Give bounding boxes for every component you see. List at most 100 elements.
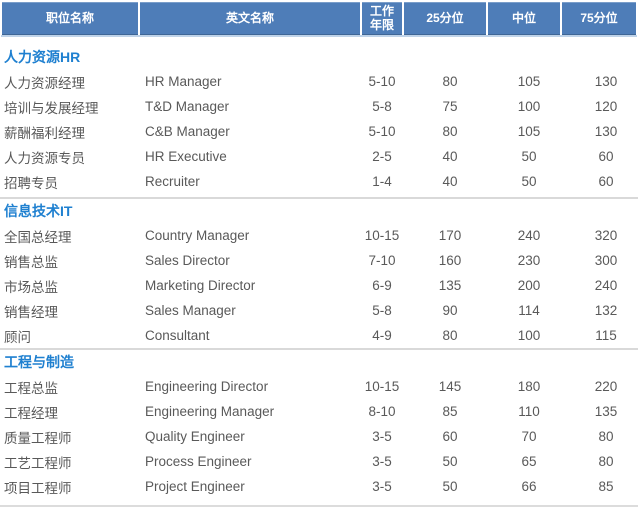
- cell-position: 销售经理: [4, 304, 58, 320]
- cell-p75: 240: [594, 278, 618, 293]
- cell-p25: 40: [442, 149, 458, 164]
- header-position-name: 职位名称: [2, 2, 138, 35]
- cell-years: 10-15: [364, 228, 400, 243]
- cell-english: Marketing Director: [145, 278, 256, 293]
- cell-english: C&B Manager: [145, 124, 230, 139]
- cell-p50: 66: [521, 479, 537, 494]
- table-row: 招聘专员 Recruiter 1-4 40 50 60: [0, 169, 638, 194]
- cell-p50: 110: [518, 404, 540, 419]
- table-row: 销售经理 Sales Manager 5-8 90 114 132: [0, 298, 638, 323]
- cell-years: 5-8: [372, 99, 392, 114]
- table-row: 工程经理 Engineering Manager 8-10 85 110 135: [0, 399, 638, 424]
- cell-p25: 50: [442, 479, 458, 494]
- cell-p25: 160: [438, 253, 462, 268]
- table-row: 人力资源经理 HR Manager 5-10 80 105 130: [0, 69, 638, 94]
- cell-english: Country Manager: [145, 228, 250, 243]
- cell-p50: 50: [521, 149, 537, 164]
- cell-p75: 220: [594, 379, 618, 394]
- cell-p75: 130: [594, 74, 618, 89]
- table-section: 信息技术IT 全国总经理 Country Manager 10-15 170 240 320…: [0, 197, 638, 348]
- cell-p75: 120: [594, 99, 618, 114]
- cell-english: Project Engineer: [145, 479, 245, 494]
- table-row: 顾问 Consultant 4-9 80 100 115: [0, 323, 638, 348]
- cell-position: 质量工程师: [4, 430, 72, 446]
- table-row: 全国总经理 Country Manager 10-15 170 240 320: [0, 223, 638, 248]
- cell-p75: 80: [598, 429, 614, 444]
- cell-position: 市场总监: [4, 279, 58, 295]
- cell-p25: 60: [442, 429, 458, 444]
- header-work-years: 工作年限: [362, 2, 402, 35]
- cell-p75: 320: [594, 228, 618, 243]
- cell-p75: 132: [594, 303, 618, 318]
- cell-english: Process Engineer: [145, 454, 252, 469]
- header-25th-percentile: 25分位: [404, 2, 486, 35]
- cell-english: Sales Manager: [145, 303, 236, 318]
- table-row: 人力资源专员 HR Executive 2-5 40 50 60: [0, 144, 638, 169]
- cell-position: 全国总经理: [4, 229, 72, 245]
- cell-p25: 90: [442, 303, 458, 318]
- cell-p75: 300: [594, 253, 618, 268]
- cell-position: 工程经理: [4, 405, 58, 421]
- header-75th-percentile: 75分位: [562, 2, 636, 35]
- table-row: 市场总监 Marketing Director 6-9 135 200 240: [0, 273, 638, 298]
- cell-p75: 60: [598, 174, 614, 189]
- cell-p50: 70: [521, 429, 537, 444]
- table-row: 销售总监 Sales Director 7-10 160 230 300: [0, 248, 638, 273]
- cell-p50: 114: [518, 303, 540, 318]
- cell-years: 4-9: [372, 328, 392, 343]
- table-row: 工程总监 Engineering Director 10-15 145 180 220: [0, 374, 638, 399]
- cell-english: HR Executive: [145, 149, 227, 164]
- cell-years: 3-5: [372, 429, 392, 444]
- cell-position: 人力资源专员: [4, 150, 85, 166]
- cell-p25: 85: [442, 404, 458, 419]
- header-median: 中位: [488, 2, 560, 35]
- table-body: 人力资源HR 人力资源经理 HR Manager 5-10 80 105 130 培训与发展经…: [0, 45, 640, 499]
- cell-english: Sales Director: [145, 253, 230, 268]
- cell-years: 3-5: [372, 479, 392, 494]
- table-section: 工程与制造 工程总监 Engineering Director 10-15 145 180…: [0, 348, 638, 499]
- cell-p50: 50: [521, 174, 537, 189]
- cell-p50: 105: [517, 74, 541, 89]
- cell-years: 10-15: [364, 379, 400, 394]
- cell-p75: 60: [598, 149, 614, 164]
- cell-position: 工艺工程师: [4, 455, 72, 471]
- cell-p25: 75: [442, 99, 458, 114]
- section-title: 人力资源HR: [4, 49, 81, 65]
- section-title: 工程与制造: [4, 354, 74, 370]
- cell-english: Quality Engineer: [145, 429, 245, 444]
- cell-years: 6-9: [372, 278, 392, 293]
- cell-position: 薪酬福利经理: [4, 125, 85, 141]
- table-row: 工艺工程师 Process Engineer 3-5 50 65 80: [0, 449, 638, 474]
- cell-p25: 40: [442, 174, 458, 189]
- section-title: 信息技术IT: [4, 203, 73, 219]
- cell-p50: 240: [517, 228, 541, 243]
- bottom-divider: [0, 505, 638, 507]
- cell-p75: 135: [594, 404, 618, 419]
- cell-years: 7-10: [368, 253, 396, 268]
- cell-position: 项目工程师: [4, 480, 72, 496]
- header-english-name: 英文名称: [140, 2, 360, 35]
- cell-years: 1-4: [372, 174, 392, 189]
- cell-p25: 145: [438, 379, 462, 394]
- cell-p50: 100: [517, 328, 541, 343]
- cell-years: 5-10: [368, 124, 396, 139]
- table-row: 项目工程师 Project Engineer 3-5 50 66 85: [0, 474, 638, 499]
- cell-position: 顾问: [4, 329, 31, 345]
- cell-p75: 115: [595, 328, 617, 343]
- cell-p50: 230: [517, 253, 541, 268]
- cell-p50: 100: [517, 99, 541, 114]
- table-section: 人力资源HR 人力资源经理 HR Manager 5-10 80 105 130 培训与发展经…: [0, 45, 638, 197]
- cell-p50: 105: [517, 124, 541, 139]
- cell-english: Engineering Manager: [145, 404, 275, 419]
- cell-english: HR Manager: [145, 74, 222, 89]
- cell-english: Consultant: [145, 328, 210, 343]
- cell-years: 3-5: [372, 454, 392, 469]
- cell-p50: 200: [517, 278, 541, 293]
- cell-english: T&D Manager: [145, 99, 230, 114]
- cell-p75: 80: [598, 454, 614, 469]
- table-header: 职位名称 英文名称 工作年限 25分位 中位 75分位: [2, 2, 640, 35]
- cell-position: 招聘专员: [4, 175, 58, 191]
- cell-years: 2-5: [372, 149, 392, 164]
- cell-p25: 170: [438, 228, 462, 243]
- cell-p75: 85: [598, 479, 614, 494]
